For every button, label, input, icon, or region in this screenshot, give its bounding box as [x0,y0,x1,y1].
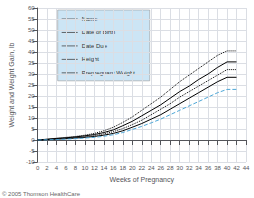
svg-text:40: 40 [224,165,231,171]
svg-text:4: 4 [55,165,59,171]
svg-text:20: 20 [129,165,136,171]
svg-text:© 2005 Thomson HealthCare: © 2005 Thomson HealthCare [2,191,81,197]
svg-text:16: 16 [110,165,117,171]
svg-text:55: 55 [28,16,35,22]
svg-text:50: 50 [28,27,35,33]
svg-text:10: 10 [28,115,35,121]
svg-text:Height: Height [82,56,100,62]
svg-text:32: 32 [186,165,193,171]
svg-text:36: 36 [205,165,212,171]
svg-text:-10: -10 [26,159,35,165]
svg-text:20: 20 [28,93,35,99]
svg-text:60: 60 [28,5,35,11]
svg-text:Weight and Weight Gain, lb: Weight and Weight Gain, lb [8,42,16,127]
svg-text:18: 18 [119,165,126,171]
svg-text:15: 15 [28,104,35,110]
svg-text:34: 34 [195,165,202,171]
svg-text:30: 30 [28,71,35,77]
svg-text:22: 22 [138,165,145,171]
svg-text:42: 42 [233,165,240,171]
svg-text:30: 30 [176,165,183,171]
svg-text:0: 0 [31,137,35,143]
svg-text:8: 8 [74,165,78,171]
svg-text:Name: Name [81,16,98,22]
svg-text:Date of Birth: Date of Birth [81,29,115,36]
svg-text:45: 45 [28,38,35,44]
svg-text:Weeks of Pregnancy: Weeks of Pregnancy [110,176,175,184]
svg-text:Prepregnant Weight: Prepregnant Weight [81,69,135,76]
svg-text:38: 38 [214,165,221,171]
svg-text:14: 14 [101,165,108,171]
svg-text:2: 2 [45,165,49,171]
svg-text:12: 12 [91,165,98,171]
svg-text:6: 6 [64,165,68,171]
svg-text:24: 24 [148,165,155,171]
svg-text:40: 40 [28,49,35,55]
svg-text:0: 0 [36,165,40,171]
svg-text:35: 35 [28,60,35,66]
svg-text:26: 26 [157,165,164,171]
svg-text:-5: -5 [29,148,35,154]
svg-text:25: 25 [28,82,35,88]
svg-text:44: 44 [243,165,250,171]
svg-text:28: 28 [167,165,174,171]
svg-text:5: 5 [31,126,35,132]
svg-text:10: 10 [82,165,89,171]
